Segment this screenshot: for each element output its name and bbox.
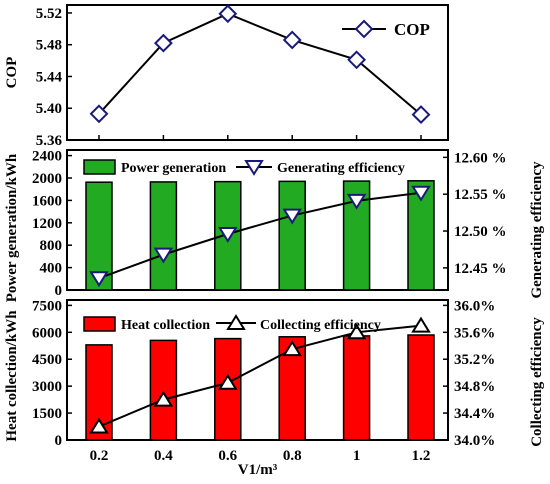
y-tick-label: 2000 <box>32 171 62 187</box>
data-point-collecting-efficiency <box>413 319 429 332</box>
y-tick-label: 0 <box>55 433 63 449</box>
legend-marker-cop <box>356 21 372 37</box>
legend-label-generating-efficiency: Generating efficiency <box>277 161 405 176</box>
bar-power-generation <box>279 181 305 290</box>
bar-heat-collection <box>344 336 370 440</box>
legend-swatch-power-generation <box>84 160 115 174</box>
y-right-tick-label: 35.6% <box>454 325 495 341</box>
y-tick-label: 5.36 <box>36 133 63 149</box>
y-right-tick-label: 12.45 % <box>454 261 507 277</box>
y-right-tick-label: 34.0% <box>454 433 495 449</box>
y-tick-label: 1200 <box>32 216 62 232</box>
y-axis-label-left: Power generation/kWh <box>4 153 20 302</box>
legend-label-collecting-efficiency: Collecting efficiency <box>260 318 381 333</box>
y-axis-label-right: Generating efficiency <box>529 161 545 299</box>
y-tick-label: 5.44 <box>36 69 63 85</box>
bar-heat-collection <box>408 335 434 440</box>
y-tick-label: 7500 <box>32 298 62 314</box>
x-tick-label: 1 <box>353 448 361 464</box>
x-tick-label: 0.2 <box>90 448 109 464</box>
y-tick-label: 6000 <box>32 325 62 341</box>
y-tick-label: 5.40 <box>36 101 62 117</box>
x-tick-label: 0.6 <box>218 448 237 464</box>
y-tick-label: 2400 <box>32 149 62 165</box>
y-tick-label: 5.48 <box>36 38 62 54</box>
legend-label-heat-collection: Heat collection <box>121 318 210 333</box>
y-tick-label: 0 <box>55 283 63 299</box>
y-right-tick-label: 36.0% <box>454 298 495 314</box>
legend-label-power-generation: Power generation <box>121 161 226 176</box>
series-line-generating-efficiency <box>99 193 421 278</box>
y-tick-label: 400 <box>40 261 63 277</box>
y-tick-label: 4500 <box>32 352 62 368</box>
x-tick-label: 0.4 <box>154 448 173 464</box>
legend-swatch-heat-collection <box>84 317 115 331</box>
y-axis-label-right: Collecting efficiency <box>529 317 545 447</box>
y-tick-label: 1500 <box>32 406 62 422</box>
y-tick-label: 3000 <box>32 379 62 395</box>
series-line-collecting-efficiency <box>99 326 421 427</box>
y-right-tick-label: 35.2% <box>454 352 495 368</box>
x-tick-label: 0.8 <box>283 448 302 464</box>
y-tick-label: 800 <box>40 238 63 254</box>
y-right-tick-label: 34.8% <box>454 379 495 395</box>
x-tick-label: 1.2 <box>412 448 431 464</box>
y-tick-label: 1600 <box>32 193 62 209</box>
y-tick-label: 5.52 <box>36 6 62 22</box>
legend-label-cop: COP <box>394 20 430 39</box>
x-axis-label: V1/m³ <box>238 462 278 478</box>
y-axis-label: COP <box>4 57 20 89</box>
y-right-tick-label: 12.60 % <box>454 150 507 166</box>
data-point-cop <box>284 32 300 48</box>
y-axis-label-left: Heat collection/kWh <box>4 310 20 442</box>
y-right-tick-label: 34.4% <box>454 406 495 422</box>
bar-power-generation <box>150 182 176 290</box>
bar-heat-collection <box>150 340 176 440</box>
data-point-cop <box>220 6 236 22</box>
y-right-tick-label: 12.55 % <box>454 187 507 203</box>
y-right-tick-label: 12.50 % <box>454 224 507 240</box>
